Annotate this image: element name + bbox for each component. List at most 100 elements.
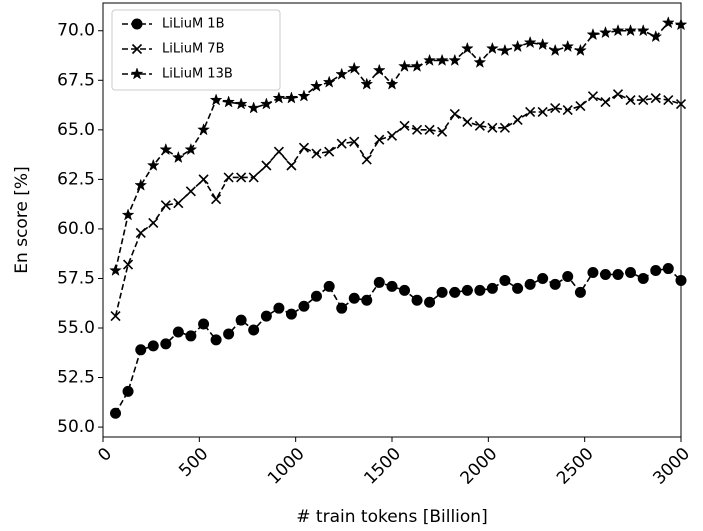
marker [574,286,586,298]
marker [524,278,536,290]
y-axis-label: En score [%] [12,166,32,273]
series-line [114,21,682,271]
marker [599,268,611,280]
marker [198,318,210,330]
marker [297,89,311,102]
y-tick-label: 67.5 [57,70,95,90]
marker [122,385,134,397]
marker [360,77,374,90]
marker [511,39,525,53]
y-tick-label: 50.0 [57,417,95,437]
marker [549,278,561,290]
marker [130,67,144,80]
marker [486,282,498,294]
marker [131,43,143,55]
marker [536,37,550,51]
series-line [114,93,682,317]
x-tick-label: 2000 [457,444,502,489]
marker [324,146,335,157]
marker [587,91,599,102]
marker [562,270,574,282]
marker [336,138,347,149]
marker [273,146,284,157]
marker [460,41,474,55]
y-tick-label: 57.5 [57,268,95,288]
marker [110,311,121,322]
marker [110,407,122,419]
marker [537,272,549,284]
marker [173,198,184,209]
marker [485,41,499,55]
marker [661,16,675,29]
marker [273,302,285,314]
y-tick-label: 52.5 [57,368,95,388]
marker [272,91,286,104]
marker [135,227,146,238]
x-tick-label: 3000 [649,444,694,489]
marker [624,23,637,37]
marker [285,308,297,320]
marker [399,284,411,296]
marker [675,99,687,110]
marker [411,294,423,306]
marker [474,284,486,296]
x-tick-label: 1000 [264,444,309,489]
marker [247,101,261,114]
marker [650,93,661,104]
y-tick-label: 55.0 [57,318,95,338]
marker [148,217,159,229]
marker [298,300,310,312]
marker [550,102,561,114]
marker [474,120,485,131]
marker [248,172,259,183]
marker [512,114,523,125]
marker [600,97,611,108]
marker [499,122,510,133]
marker [435,53,449,66]
marker [411,124,423,135]
marker [122,259,134,270]
marker [386,280,398,292]
marker [575,100,586,112]
legend-label: LiLiuM 13B [162,67,233,82]
marker [424,124,435,135]
marker [322,75,336,88]
marker [284,91,298,104]
x-tick-label: 500 [175,444,212,481]
marker [637,272,649,284]
marker [649,29,663,43]
marker [310,290,322,302]
marker [410,59,424,72]
marker [562,104,573,116]
marker [160,200,171,211]
marker [448,53,462,66]
marker [131,18,143,30]
marker [109,263,122,277]
y-tick-label: 65.0 [57,120,95,140]
marker [260,310,272,322]
marker [473,55,487,68]
marker [361,154,372,165]
marker [537,106,548,118]
marker [222,95,236,108]
marker [675,274,687,286]
marker [185,330,197,342]
marker [223,172,234,183]
marker [147,340,159,352]
marker [198,174,209,185]
marker [449,286,461,298]
marker [449,108,460,120]
marker [172,326,184,338]
marker [349,136,360,147]
x-tick-label: 2500 [553,444,598,489]
marker [573,43,587,57]
marker [372,63,386,76]
marker [636,23,650,37]
marker [587,267,599,279]
marker [134,178,148,191]
marker [586,27,600,41]
marker [599,25,612,39]
marker [259,97,273,110]
marker [386,130,398,141]
marker [525,106,536,118]
